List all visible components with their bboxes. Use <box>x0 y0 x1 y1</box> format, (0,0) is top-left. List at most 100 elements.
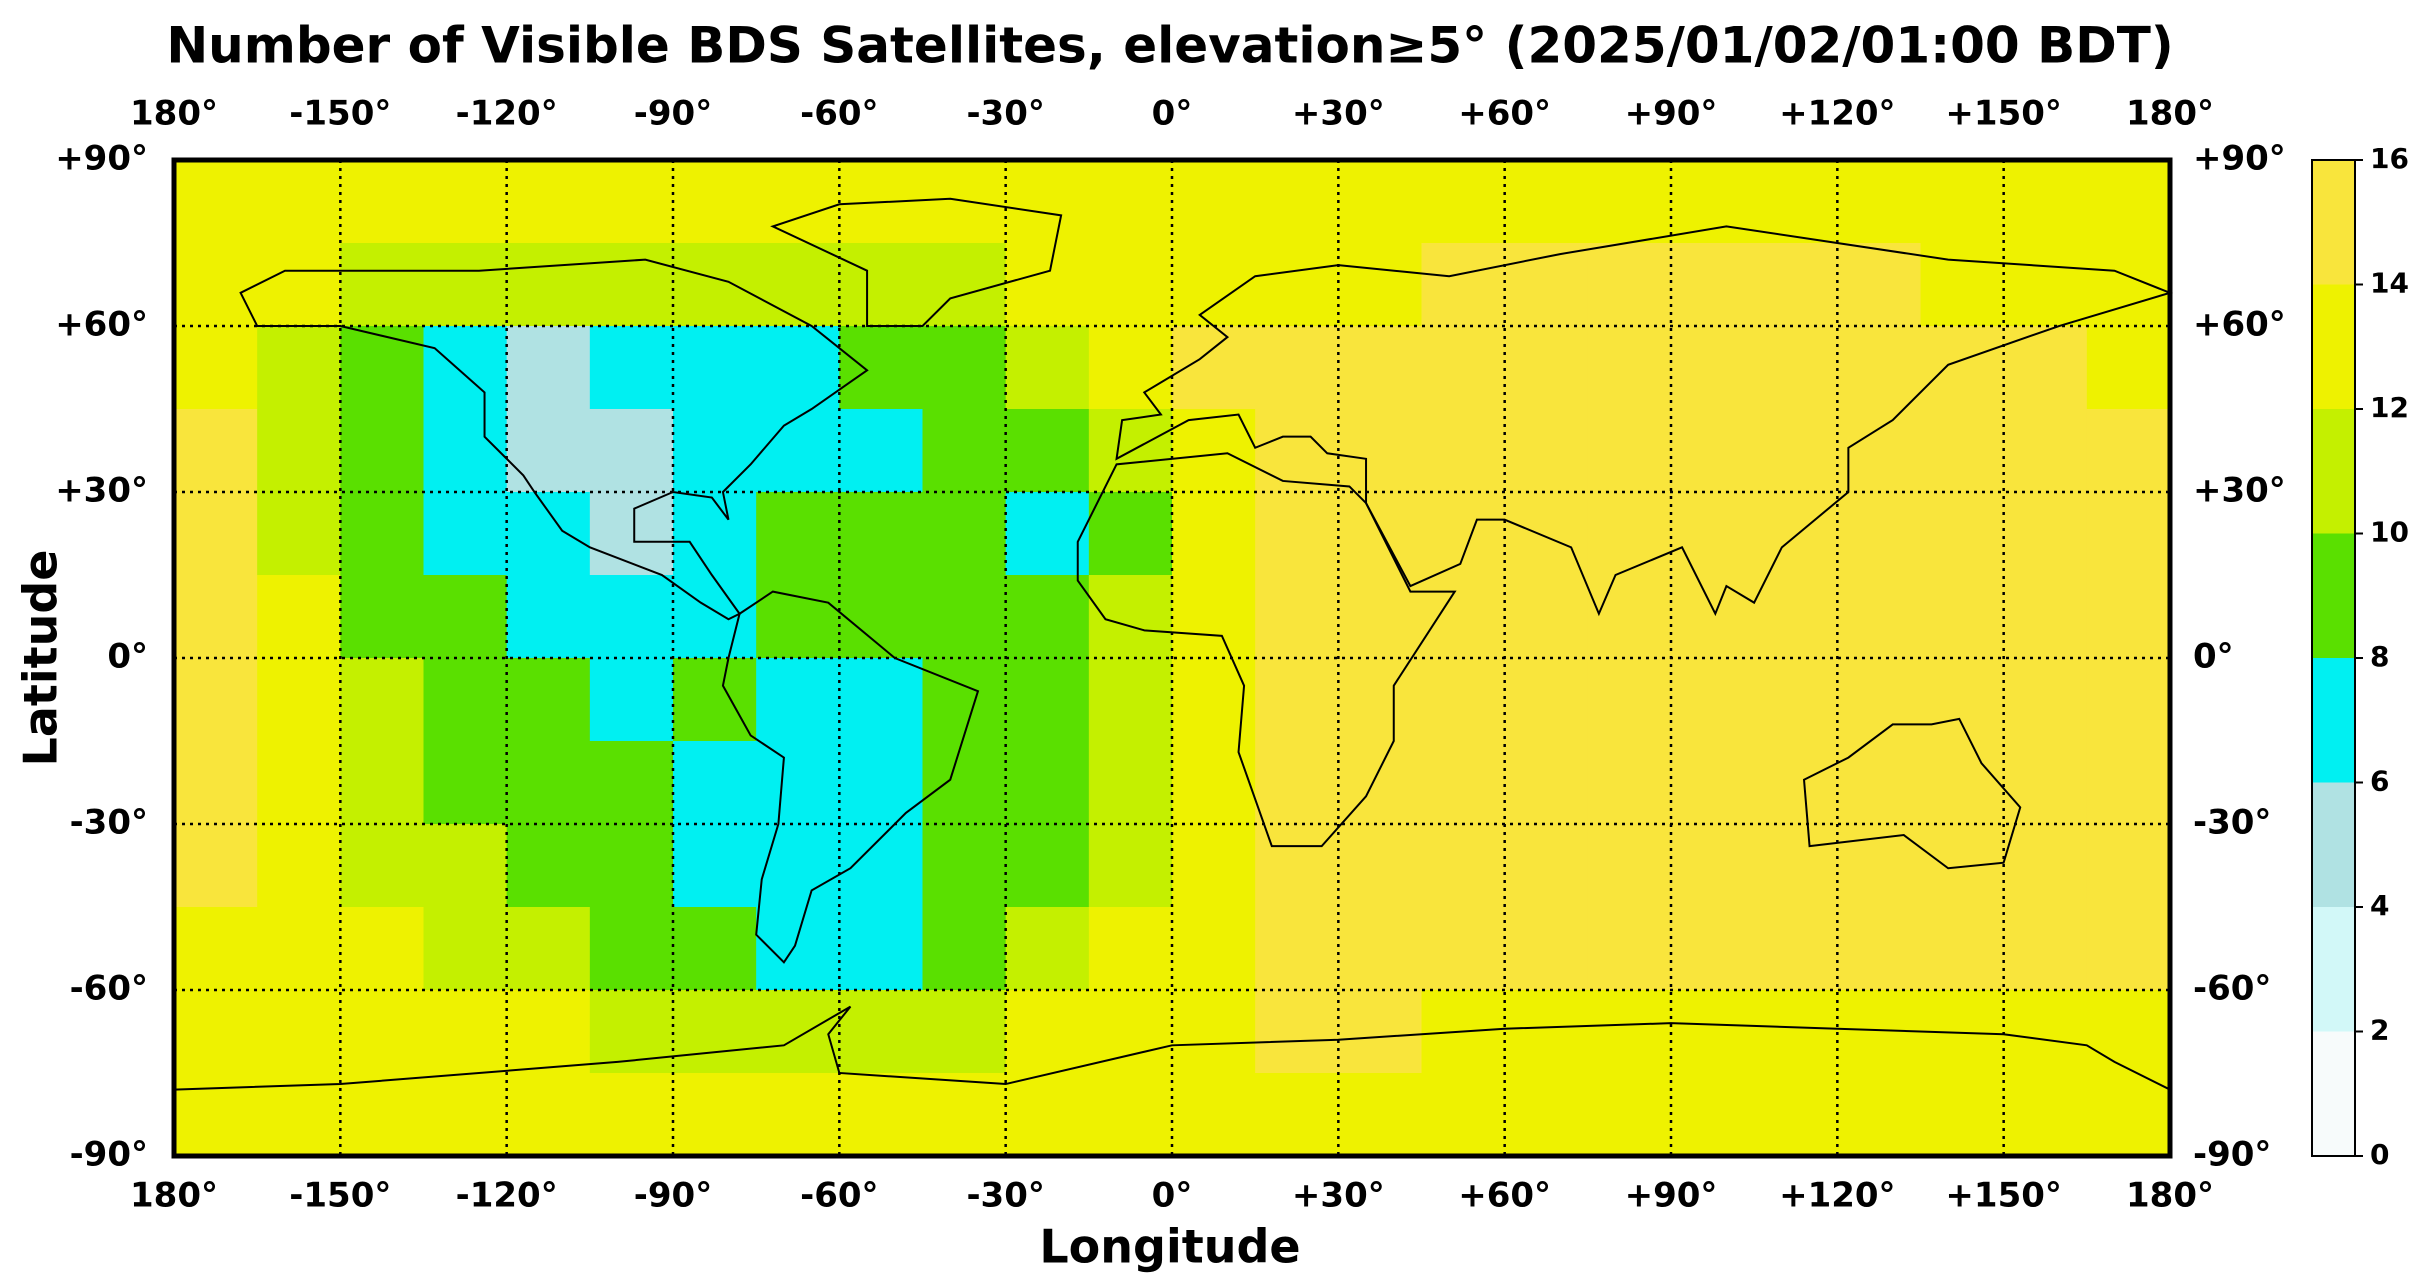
cell <box>1587 658 1672 742</box>
cell <box>756 907 840 991</box>
cell <box>756 409 840 493</box>
cell <box>340 243 425 327</box>
cell <box>756 658 840 742</box>
cell <box>922 990 1007 1074</box>
cell <box>2003 575 2088 659</box>
cell <box>1421 243 1506 327</box>
x-tick-label: 180° <box>2126 94 2214 134</box>
colorbar-frame <box>2311 159 2356 1157</box>
cell <box>1837 824 1922 908</box>
y-tick-label: -30° <box>70 803 148 843</box>
cell <box>2086 824 2171 908</box>
cell <box>1837 741 1922 825</box>
cell <box>257 907 341 991</box>
cell <box>1338 243 1423 327</box>
cell <box>1172 741 1256 825</box>
y-tick-label: -60° <box>2193 969 2271 1009</box>
cell <box>922 492 1007 576</box>
cell <box>340 575 425 659</box>
cell <box>673 492 757 576</box>
cell <box>506 824 591 908</box>
cell <box>1754 409 1838 493</box>
cell <box>423 160 508 244</box>
x-tick-label: +90° <box>1625 1176 1718 1216</box>
colorbar-tick-label: 6 <box>2370 765 2389 798</box>
cell <box>506 575 591 659</box>
y-tick-label: +60° <box>2193 305 2286 345</box>
x-tick-label: 0° <box>1152 1176 1193 1216</box>
cell <box>1088 1073 1173 1157</box>
cell <box>1255 1073 1339 1157</box>
colorbar-tick-label: 16 <box>2370 142 2409 175</box>
cell <box>257 326 341 410</box>
y-tick-label: 0° <box>2193 637 2234 677</box>
cell <box>1920 492 2005 576</box>
cell <box>257 492 341 576</box>
x-tick-label: -30° <box>966 94 1044 134</box>
cell <box>1754 658 1838 742</box>
cell <box>1754 741 1838 825</box>
x-tick-label: -150° <box>289 1176 391 1216</box>
cell <box>506 492 591 576</box>
cell <box>1504 492 1589 576</box>
cell <box>1005 907 1090 991</box>
cell <box>1421 1073 1506 1157</box>
cell <box>174 160 258 244</box>
cell <box>174 243 258 327</box>
cell <box>922 1073 1007 1157</box>
cell <box>1005 575 1090 659</box>
coastline <box>773 199 1061 326</box>
cell <box>1172 492 1256 576</box>
cell <box>1338 326 1423 410</box>
cell <box>673 409 757 493</box>
colorbar-swatch <box>2312 1031 2355 1156</box>
cell <box>340 907 425 991</box>
cell <box>257 990 341 1074</box>
cell <box>1255 575 1339 659</box>
colorbar-swatch <box>2312 160 2355 285</box>
cell <box>1338 160 1423 244</box>
cell <box>1671 990 1755 1074</box>
cell <box>1837 658 1922 742</box>
cell <box>673 658 757 742</box>
x-axis-label: Longitude <box>1039 1220 1300 1274</box>
cell <box>2086 990 2171 1074</box>
cell <box>1504 907 1589 991</box>
cell <box>1172 824 1256 908</box>
cell <box>589 824 674 908</box>
cell <box>1172 160 1256 244</box>
cell <box>589 907 674 991</box>
cell <box>340 824 425 908</box>
cell <box>922 575 1007 659</box>
cell <box>1920 658 2005 742</box>
cell <box>1837 326 1922 410</box>
cell <box>1671 326 1755 410</box>
colorbar-swatch <box>2312 907 2355 1032</box>
cell <box>1920 1073 2005 1157</box>
cell <box>1005 409 1090 493</box>
cell <box>1005 658 1090 742</box>
x-tick-label: -60° <box>800 94 878 134</box>
x-tick-label: -90° <box>634 94 712 134</box>
colorbar-tick-label: 12 <box>2370 391 2409 424</box>
cell <box>1920 824 2005 908</box>
cell <box>1754 990 1838 1074</box>
cell <box>1587 326 1672 410</box>
cell <box>922 824 1007 908</box>
cell <box>1920 907 2005 991</box>
cell <box>174 907 258 991</box>
colorbar-tick-label: 10 <box>2370 516 2409 549</box>
cell <box>1587 243 1672 327</box>
cell <box>423 575 508 659</box>
cell <box>839 326 924 410</box>
cell <box>506 409 591 493</box>
x-tick-label: +60° <box>1458 94 1551 134</box>
cell <box>1587 492 1672 576</box>
cell <box>1338 990 1423 1074</box>
cell <box>1587 990 1672 1074</box>
cell <box>1671 492 1755 576</box>
cell <box>340 741 425 825</box>
cell <box>1504 658 1589 742</box>
cell <box>1920 741 2005 825</box>
cell <box>2003 741 2088 825</box>
